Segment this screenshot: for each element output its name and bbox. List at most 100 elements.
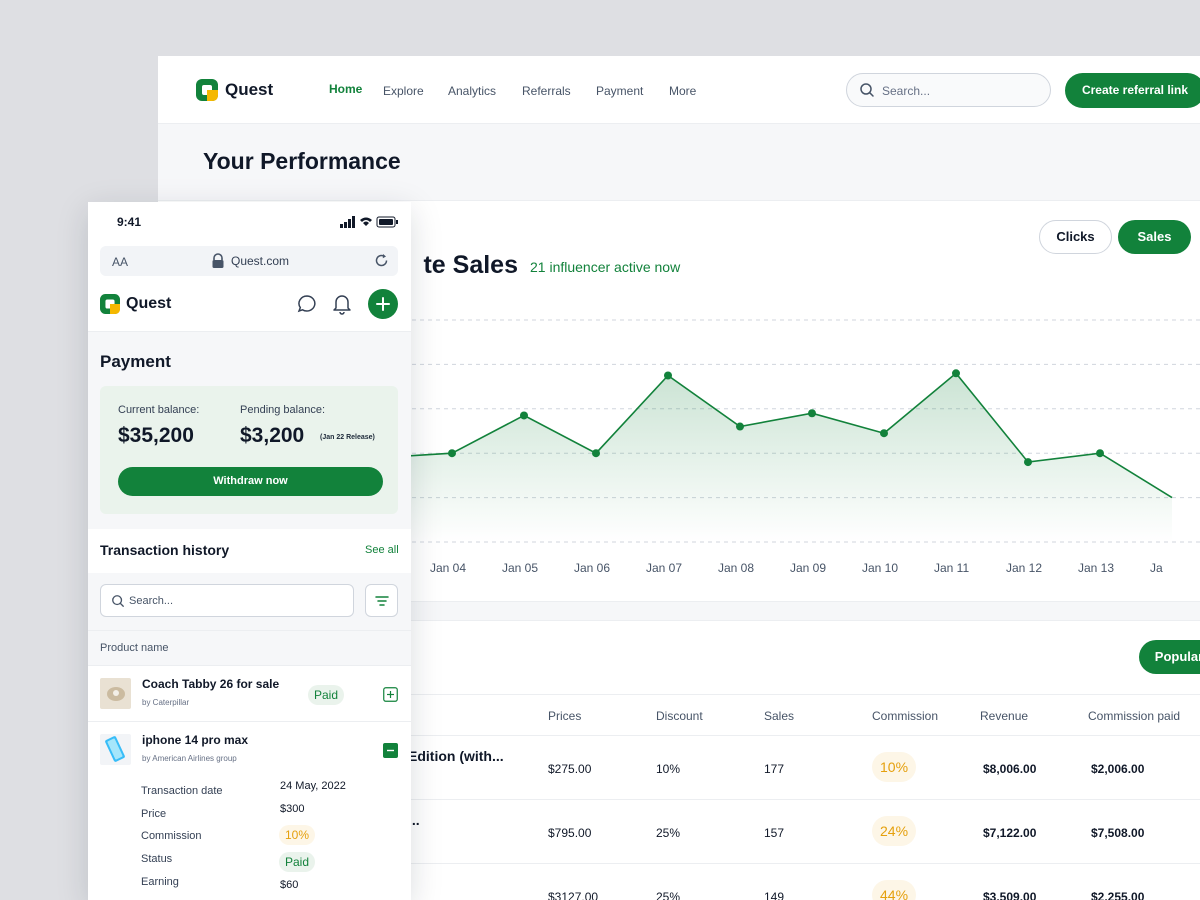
payment-title: Payment <box>100 352 171 371</box>
earning-value: $60 <box>280 879 299 891</box>
col-commission[interactable]: Commission <box>872 709 939 723</box>
data-point[interactable] <box>1096 449 1104 458</box>
price-cell: $795.00 <box>548 826 592 840</box>
top-navigation: Quest Home Explore Analytics Referrals P… <box>158 56 1200 124</box>
nav-referrals[interactable]: Referrals <box>522 84 571 98</box>
data-point[interactable] <box>664 371 672 380</box>
commission-paid-cell: $2,006.00 <box>1091 762 1145 776</box>
clicks-toggle[interactable]: Clicks <box>1039 220 1112 254</box>
data-point[interactable] <box>1024 458 1032 467</box>
commission-paid-cell: $7,508.00 <box>1091 826 1145 840</box>
create-referral-button[interactable]: Create referral link <box>1065 73 1200 108</box>
nav-payment[interactable]: Payment <box>596 84 644 98</box>
x-tick-label: Ja <box>1150 561 1163 575</box>
discount-cell: 25% <box>656 826 681 840</box>
status-badge: Paid <box>308 685 345 705</box>
bell-icon[interactable] <box>332 293 352 315</box>
mobile-brand-logo[interactable]: Quest <box>100 294 171 314</box>
nav-home[interactable]: Home <box>329 82 363 96</box>
pending-balance-value: $3,200 <box>240 424 305 447</box>
product-thumbnail <box>100 734 131 765</box>
search-input[interactable]: Search... <box>846 73 1051 107</box>
transaction-history-header <box>88 529 411 573</box>
x-tick-label: Jan 04 <box>430 561 466 575</box>
data-point[interactable] <box>520 411 528 420</box>
filter-button[interactable] <box>365 584 398 617</box>
search-icon <box>860 83 874 97</box>
discount-cell: 25% <box>656 890 681 900</box>
revenue-cell: $3,509.00 <box>983 890 1037 900</box>
x-tick-label: Jan 10 <box>862 561 898 575</box>
address-bar[interactable]: AA Quest.com <box>100 246 398 276</box>
col-revenue[interactable]: Revenue <box>980 709 1029 723</box>
data-point[interactable] <box>880 429 888 438</box>
pending-balance-label: Pending balance: <box>240 404 326 416</box>
data-point[interactable] <box>448 449 456 458</box>
data-point[interactable] <box>952 369 960 378</box>
table-row[interactable]: $3127.00 25% 149 44% $3,509.00 $2,255.00 <box>158 864 1200 900</box>
nav-more[interactable]: More <box>669 84 697 98</box>
withdraw-button[interactable]: Withdraw now <box>118 467 383 496</box>
status-badge: Paid <box>279 852 316 872</box>
url-text: Quest.com <box>231 254 290 268</box>
table-row[interactable]: Edition (with... $275.00 10% 177 10% $8,… <box>158 736 1200 800</box>
data-point[interactable] <box>736 422 744 431</box>
price-cell: $275.00 <box>548 762 592 776</box>
detail-label: Transaction date <box>141 785 223 797</box>
popular-button[interactable]: Popular <box>1139 640 1200 674</box>
x-tick-label: Jan 06 <box>574 561 610 575</box>
message-icon[interactable] <box>297 294 317 314</box>
text-size-button[interactable]: AA <box>112 255 129 269</box>
product-vendor: by American Airlines group <box>142 754 237 763</box>
commission-badge: 44% <box>872 880 917 900</box>
reload-icon[interactable] <box>374 253 389 268</box>
quest-logo-icon <box>196 79 218 101</box>
page-title: Your Performance <box>203 148 401 174</box>
add-button[interactable] <box>368 289 398 319</box>
col-commission-paid[interactable]: Commission paid <box>1088 709 1181 723</box>
list-item[interactable]: Coach Tabby 26 for sale by Caterpillar P… <box>88 665 411 721</box>
product-name-header-label: Product name <box>100 642 169 654</box>
table-row[interactable]: ... $795.00 25% 157 24% $7,122.00 $7,508… <box>158 800 1200 864</box>
x-tick-label: Jan 07 <box>646 561 682 575</box>
product-vendor: by Caterpillar <box>142 698 190 707</box>
transaction-date-value: 24 May, 2022 <box>280 780 346 792</box>
list-item-expanded[interactable]: iphone 14 pro max by American Airlines g… <box>88 721 411 900</box>
col-sales[interactable]: Sales <box>764 709 795 723</box>
collapse-icon[interactable] <box>383 743 398 758</box>
product-name-header: Product name <box>88 630 411 666</box>
plus-icon <box>376 297 390 311</box>
revenue-cell: $7,122.00 <box>983 826 1037 840</box>
transaction-history-title: Transaction history <box>100 542 230 558</box>
transaction-search-input[interactable]: Search... <box>100 584 354 617</box>
x-tick-label: Jan 09 <box>790 561 826 575</box>
table-header: Prices Discount Sales Commission Revenue… <box>158 694 1200 736</box>
x-tick-label: Jan 08 <box>718 561 754 575</box>
data-point[interactable] <box>592 449 600 458</box>
expand-icon[interactable] <box>383 687 398 702</box>
sales-cell: 177 <box>764 762 785 776</box>
commission-paid-cell: $2,255.00 <box>1091 890 1145 900</box>
brand-name: Quest <box>225 80 274 99</box>
current-balance-label: Current balance: <box>118 404 200 416</box>
filter-icon <box>375 596 389 606</box>
nav-explore[interactable]: Explore <box>383 84 424 98</box>
see-all-link[interactable]: See all <box>365 544 399 556</box>
sales-cell: 157 <box>764 826 785 840</box>
col-prices[interactable]: Prices <box>548 709 582 723</box>
col-discount[interactable]: Discount <box>656 709 703 723</box>
chart-heading: te Sales <box>423 251 518 279</box>
x-tick-label: Jan 11 <box>934 561 969 575</box>
detail-label: Price <box>141 808 167 820</box>
x-tick-label: Jan 12 <box>1006 561 1042 575</box>
nav-analytics[interactable]: Analytics <box>448 84 497 98</box>
sales-toggle[interactable]: Sales <box>1118 220 1191 254</box>
product-name: Coach Tabby 26 for sale <box>142 677 280 691</box>
brand-logo[interactable]: Quest <box>196 79 273 101</box>
data-point[interactable] <box>808 409 816 418</box>
product-name: ... <box>408 812 420 828</box>
detail-label: Commission <box>141 830 202 842</box>
commission-badge: 24% <box>872 816 917 846</box>
search-placeholder: Search... <box>882 84 931 98</box>
